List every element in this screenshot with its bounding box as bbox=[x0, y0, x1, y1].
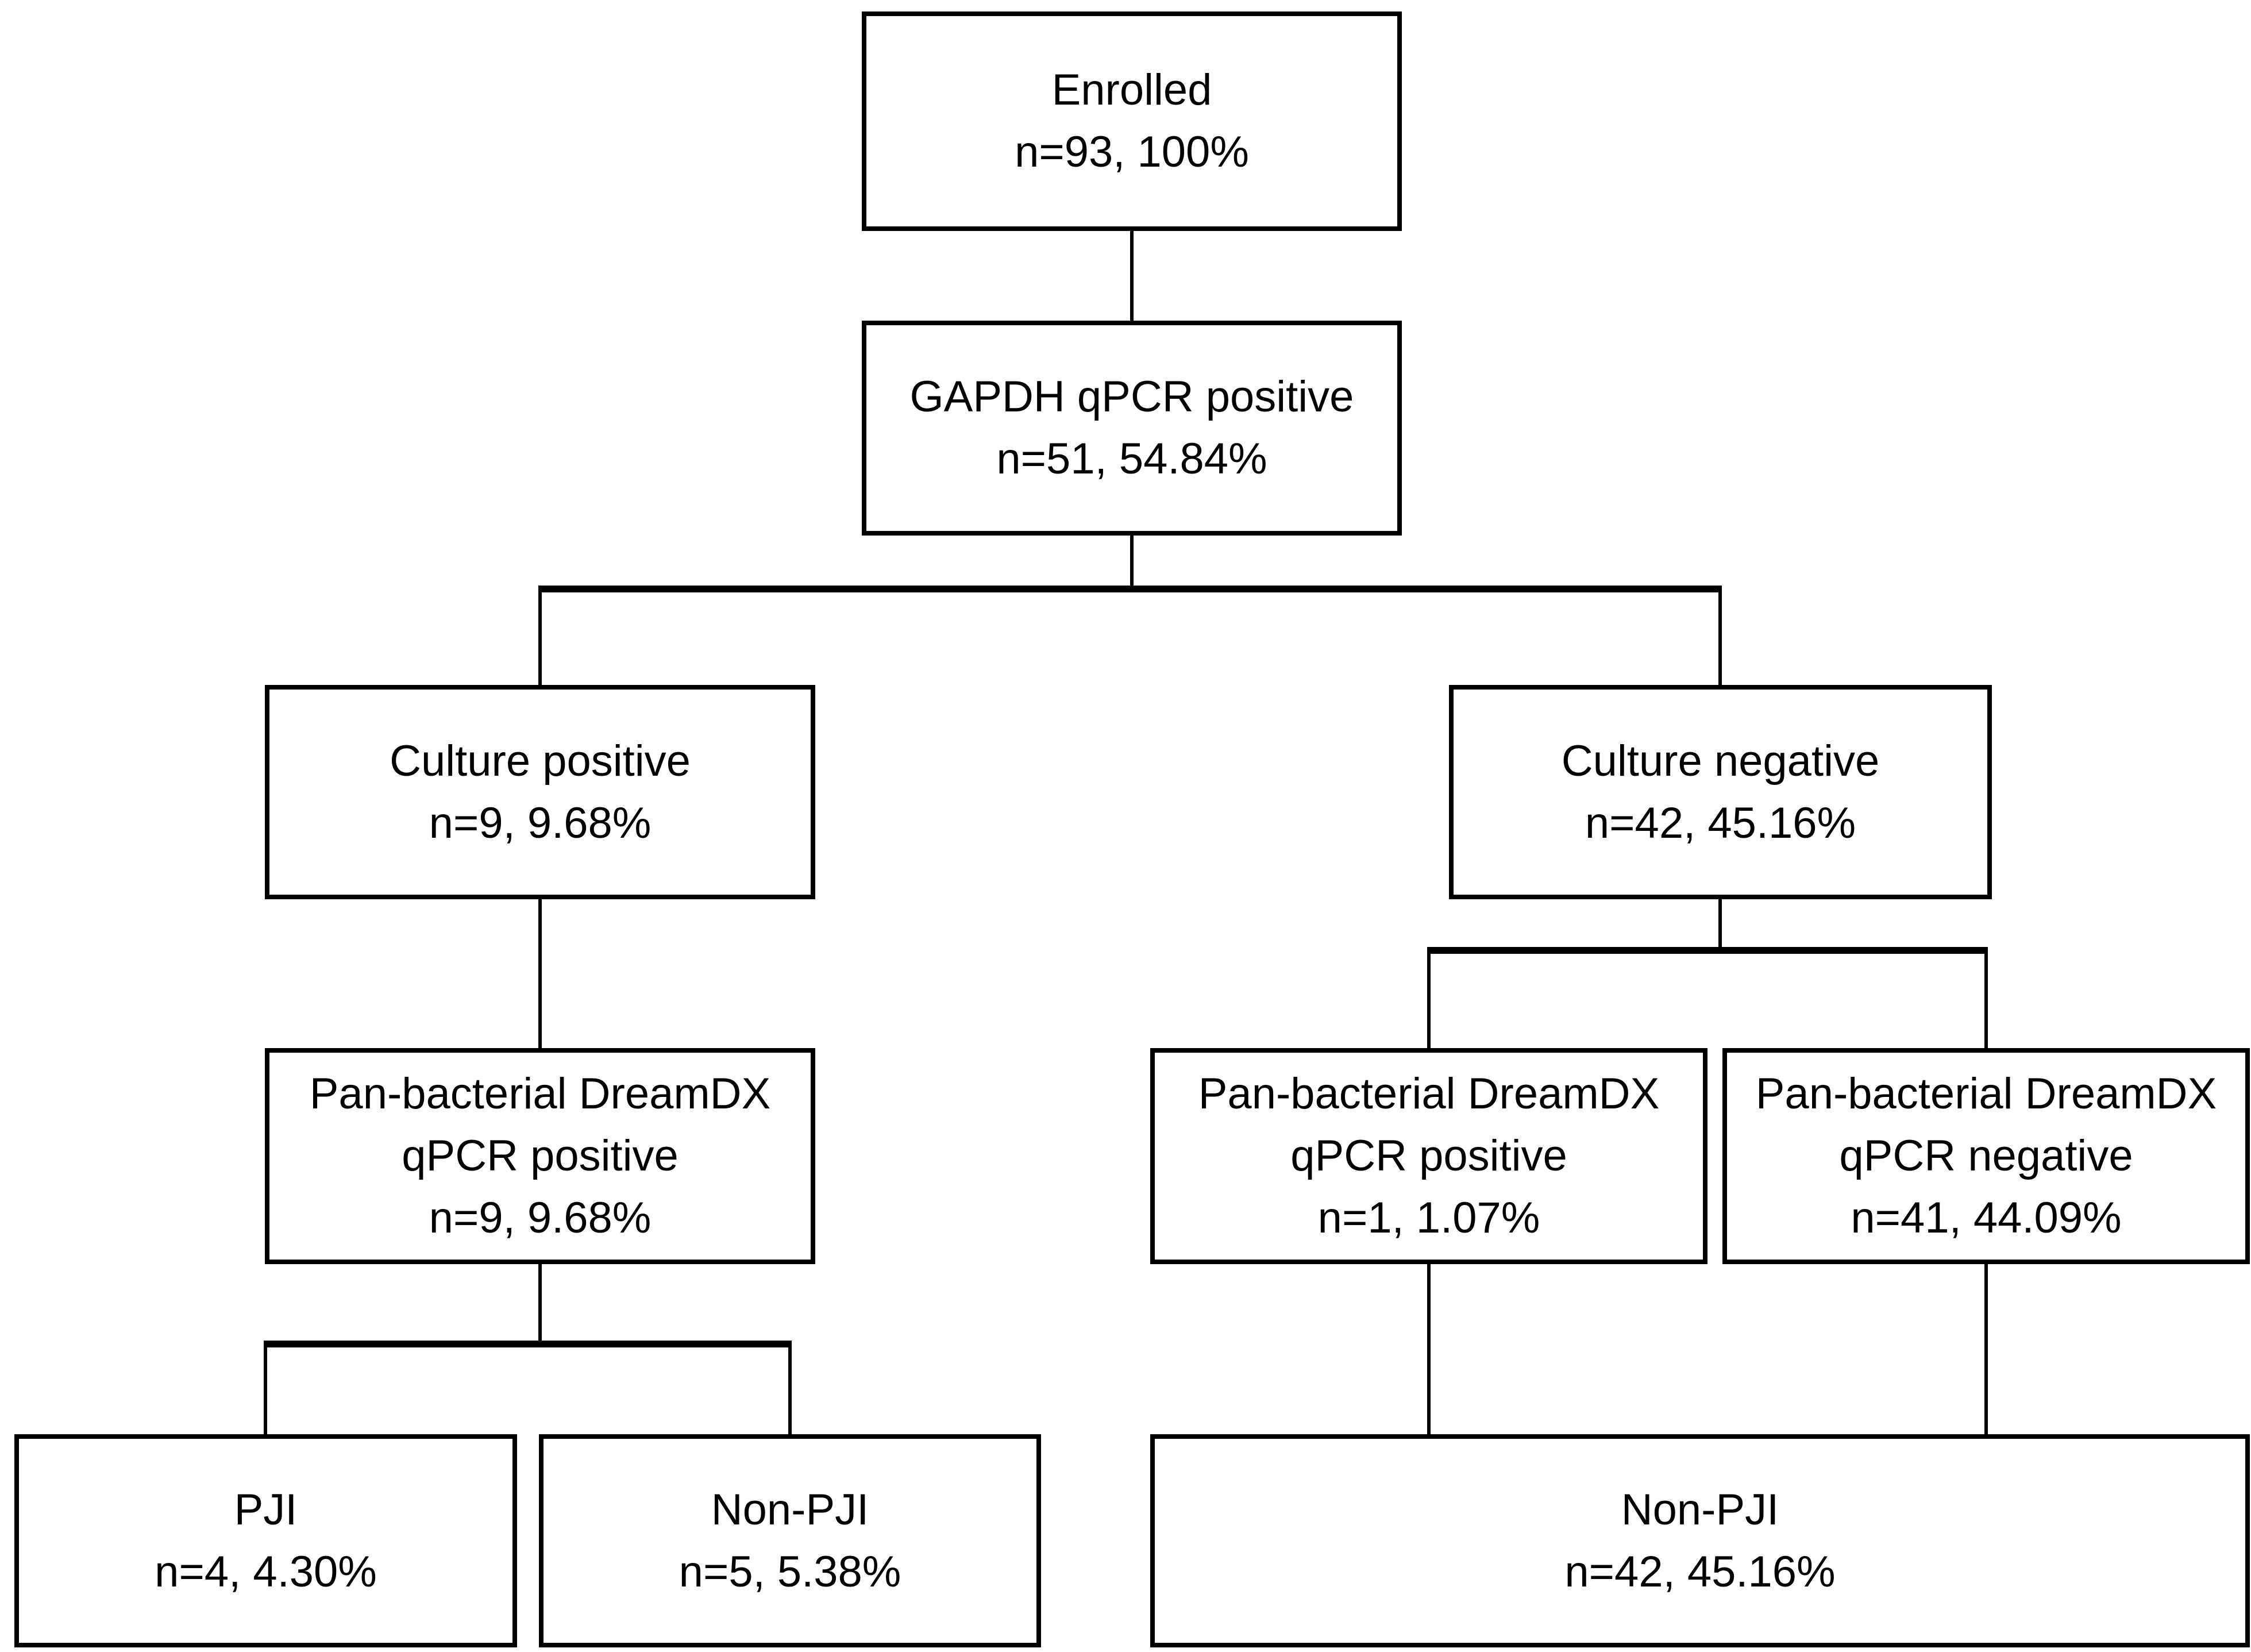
node-dreamdx-cp-pos-stat: n=9, 9.68% bbox=[429, 1193, 652, 1242]
node-dreamdx-cn-neg-label: Pan-bacterial DreamDX qPCR negative bbox=[1755, 1069, 2217, 1181]
connector-culture-positive-to-dreamdx bbox=[538, 899, 542, 1048]
node-non-pji-b-stat: n=42, 45.16% bbox=[1564, 1547, 1836, 1596]
connector-enrolled-to-gapdh bbox=[1130, 231, 1134, 321]
node-dreamdx-cn-pos-label: Pan-bacterial DreamDX qPCR positive bbox=[1198, 1069, 1660, 1181]
connector-split1-bar bbox=[538, 586, 1722, 592]
node-non-pji-culture-neg: Non-PJI n=42, 45.16% bbox=[1150, 1434, 2250, 1647]
node-gapdh-qpcr-positive: GAPDH qPCR positive n=51, 54.84% bbox=[862, 321, 1402, 536]
node-enrolled-stat: n=93, 100% bbox=[1015, 128, 1249, 176]
node-non-pji-b-label: Non-PJI bbox=[1621, 1485, 1779, 1534]
node-culture-negative-label: Culture negative bbox=[1561, 736, 1880, 785]
connector-dreamdx-cp-stem bbox=[538, 1264, 542, 1347]
node-culture-positive-stat: n=9, 9.68% bbox=[429, 798, 652, 848]
node-pji: PJI n=4, 4.30% bbox=[14, 1434, 517, 1647]
node-dreamdx-cp-pos-label: Pan-bacterial DreamDX qPCR positive bbox=[309, 1069, 771, 1181]
connector-split2-to-dreamdx-negative bbox=[1984, 954, 1988, 1048]
node-gapdh-label: GAPDH qPCR positive bbox=[909, 372, 1354, 422]
node-dreamdx-qpcr-negative-culture-neg: Pan-bacterial DreamDX qPCR negative n=41… bbox=[1722, 1048, 2250, 1264]
connector-culture-negative-stem bbox=[1718, 899, 1722, 954]
connector-dreamdx-cn-neg-to-non-pji bbox=[1984, 1264, 1988, 1434]
connector-split3-to-pji bbox=[264, 1347, 267, 1434]
node-dreamdx-qpcr-positive-culture-neg: Pan-bacterial DreamDX qPCR positive n=1,… bbox=[1150, 1048, 1707, 1264]
node-culture-negative: Culture negative n=42, 45.16% bbox=[1449, 685, 1992, 899]
connector-split2-bar bbox=[1427, 947, 1988, 954]
connector-split2-to-dreamdx-positive bbox=[1427, 954, 1431, 1048]
node-non-pji-a-label: Non-PJI bbox=[711, 1485, 869, 1534]
connector-split1-to-culture-negative bbox=[1718, 592, 1722, 685]
connector-split3-bar bbox=[264, 1341, 792, 1347]
connector-split3-to-non-pji bbox=[788, 1347, 792, 1434]
node-culture-positive-label: Culture positive bbox=[390, 736, 691, 785]
connector-dreamdx-cn-pos-to-non-pji bbox=[1427, 1264, 1431, 1434]
node-culture-positive: Culture positive n=9, 9.68% bbox=[265, 685, 815, 899]
node-dreamdx-cn-neg-stat: n=41, 44.09% bbox=[1851, 1193, 2122, 1242]
node-non-pji-culture-pos: Non-PJI n=5, 5.38% bbox=[539, 1434, 1041, 1647]
node-pji-stat: n=4, 4.30% bbox=[155, 1547, 377, 1596]
node-gapdh-stat: n=51, 54.84% bbox=[996, 434, 1267, 483]
connector-gapdh-stem bbox=[1130, 536, 1134, 592]
node-enrolled: Enrolled n=93, 100% bbox=[862, 11, 1402, 231]
node-dreamdx-qpcr-positive-culture-pos: Pan-bacterial DreamDX qPCR positive n=9,… bbox=[265, 1048, 815, 1264]
node-culture-negative-stat: n=42, 45.16% bbox=[1585, 798, 1856, 848]
connector-split1-to-culture-positive bbox=[538, 592, 542, 685]
node-enrolled-label: Enrolled bbox=[1051, 66, 1212, 115]
node-dreamdx-cn-pos-stat: n=1, 1.07% bbox=[1317, 1193, 1540, 1242]
node-pji-label: PJI bbox=[234, 1485, 298, 1534]
node-non-pji-a-stat: n=5, 5.38% bbox=[679, 1547, 901, 1596]
